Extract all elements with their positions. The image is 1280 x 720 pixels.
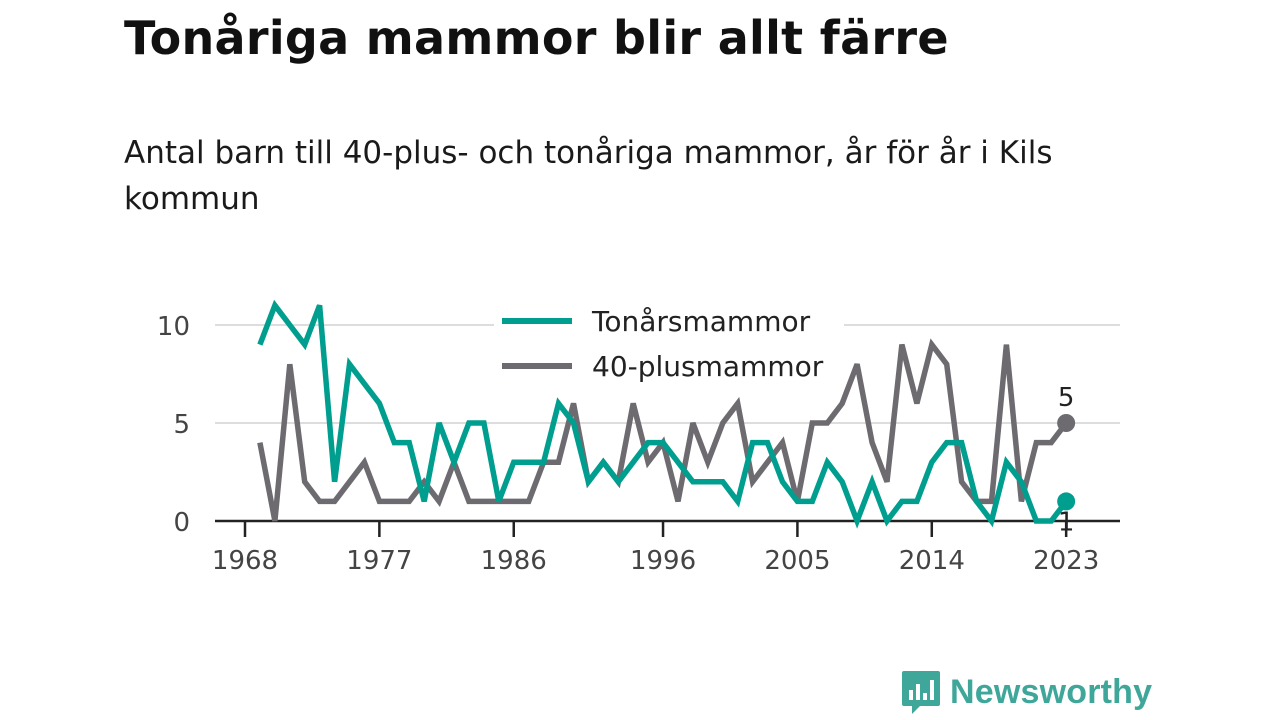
chart-subtitle: Antal barn till 40-plus- och tonåriga ma… (124, 135, 1053, 217)
bar-chart-bubble-icon (902, 671, 940, 714)
chart-title: Tonåriga mammor blir allt färre (124, 11, 949, 65)
brand-name: Newsworthy (950, 672, 1153, 711)
x-tick-label: 2014 (899, 546, 965, 576)
legend-label: 40-plusmammor (592, 350, 824, 383)
legend-bg (494, 295, 844, 337)
legend-label: Tonårsmammor (591, 305, 811, 338)
x-tick-label: 2023 (1033, 546, 1099, 576)
series-line-0 (257, 299, 1069, 529)
end-labels: 51 (1058, 383, 1075, 537)
axes: 0 5 10 1968 1977 1986 1996 2005 2014 2023 (157, 312, 1120, 576)
x-tick-label: 2005 (764, 546, 830, 576)
series-lines (257, 299, 1076, 529)
end-label-40plus: 5 (1058, 383, 1075, 413)
newsworthy-logo: Newsworthy (900, 668, 1152, 716)
x-tick-label: 1996 (630, 546, 696, 576)
x-tick-label: 1968 (212, 546, 278, 576)
y-tick-label: 0 (173, 508, 190, 538)
legend-bg (494, 340, 844, 382)
y-tick-label: 5 (173, 410, 190, 440)
x-tick-label: 1986 (481, 546, 547, 576)
end-label-tonars: 1 (1058, 507, 1075, 537)
end-point-1 (1057, 414, 1076, 432)
end-point-0 (1057, 492, 1076, 511)
x-tick-label: 1977 (346, 546, 412, 576)
y-tick-label: 10 (157, 312, 190, 342)
legend: Tonårsmammor 40-plusmammor (494, 295, 844, 383)
